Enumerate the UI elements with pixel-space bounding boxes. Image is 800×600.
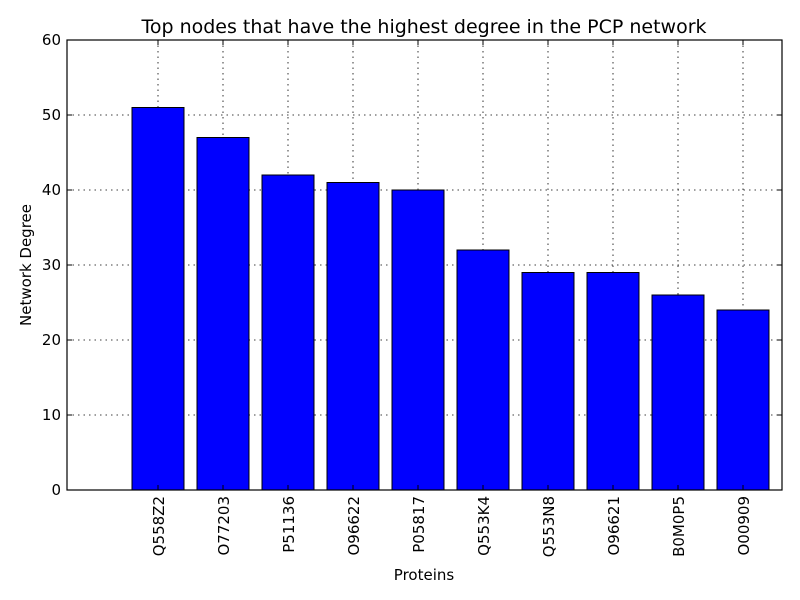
bar-o96621 (586, 272, 640, 491)
bars (131, 107, 770, 491)
x-tick-label: O00909 (735, 496, 753, 556)
x-tick-label: Q553N8 (540, 496, 558, 557)
y-tick-label: 20 (42, 331, 61, 349)
bar-o96622 (326, 182, 380, 491)
y-tick-label: 60 (42, 31, 61, 49)
x-axis-ticks: Q558Z2 O77203 P51136 O96622 P05817 Q553K4 Q553… (150, 40, 753, 557)
x-axis-label: Proteins (394, 566, 455, 584)
bar-o00909 (716, 309, 770, 491)
x-tick-label: Q558Z2 (150, 496, 168, 556)
bar-p05817 (391, 189, 445, 491)
x-tick-label: B0M0P5 (670, 496, 688, 557)
x-tick-label: O96622 (345, 496, 363, 556)
x-tick-label: O96621 (605, 496, 623, 556)
y-tick-label: 10 (42, 406, 61, 424)
bar-o77203 (196, 137, 250, 491)
y-tick-label: 30 (42, 256, 61, 274)
bar-q553n8 (521, 272, 575, 491)
x-tick-label: Q553K4 (475, 496, 493, 556)
x-tick-label: P05817 (410, 496, 428, 553)
chart-title: Top nodes that have the highest degree i… (140, 16, 706, 38)
bar-b0m0p5 (651, 294, 705, 491)
x-tick-label: O77203 (215, 496, 233, 556)
y-tick-label: 0 (51, 481, 61, 499)
y-axis-ticks: 0 10 20 30 40 50 60 (42, 31, 782, 499)
y-axis-label: Network Degree (17, 204, 35, 326)
y-tick-label: 40 (42, 181, 61, 199)
y-tick-label: 50 (42, 106, 61, 124)
bar-p51136 (261, 174, 315, 491)
x-tick-label: P51136 (280, 496, 298, 553)
bar-q553k4 (456, 249, 510, 491)
bar-q558z2 (131, 107, 185, 491)
